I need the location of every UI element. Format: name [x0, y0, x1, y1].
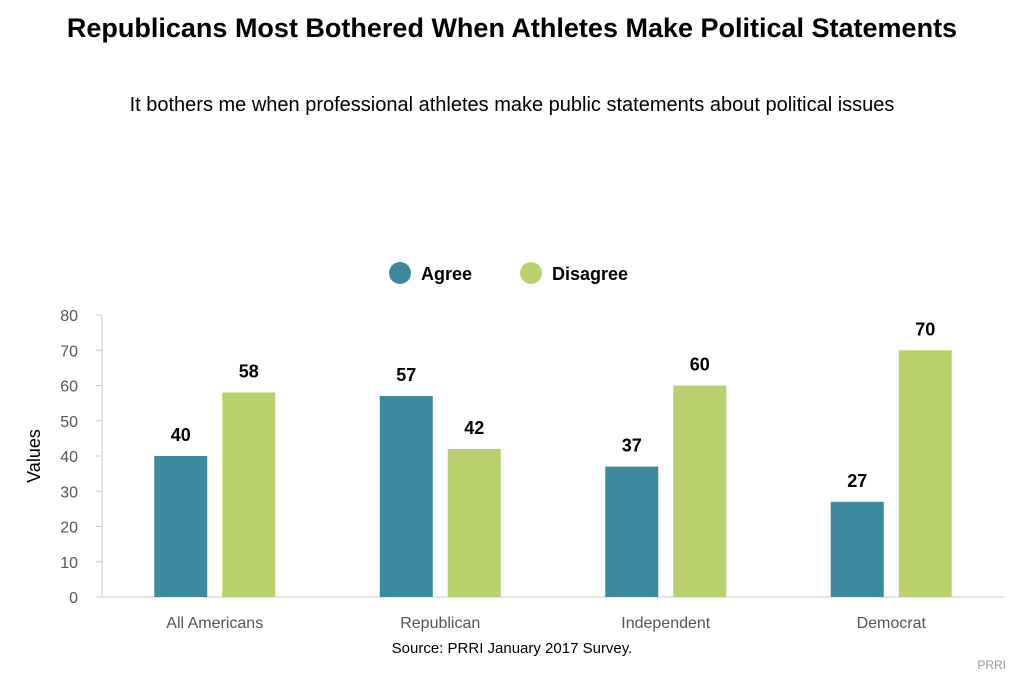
x-category-label: Independent [621, 615, 711, 632]
source-note: Source: PRRI January 2017 Survey. [391, 640, 633, 657]
bar-disagree [222, 392, 276, 597]
bar-disagree [673, 385, 727, 597]
x-category-label: Democrat [857, 615, 927, 632]
y-axis-label: Values [24, 429, 44, 483]
x-category-label: Republican [400, 615, 480, 632]
credit-label: PRRI [977, 658, 1006, 672]
legend-label: Disagree [552, 264, 628, 284]
x-category-label: All Americans [166, 615, 263, 632]
bar-agree [605, 466, 659, 597]
data-label: 58 [239, 362, 259, 382]
data-label: 60 [690, 355, 710, 375]
y-tick-label: 60 [60, 379, 78, 396]
legend-label: Agree [421, 264, 472, 284]
data-label: 70 [915, 319, 935, 339]
y-tick-label: 80 [60, 308, 78, 325]
y-tick-label: 20 [60, 520, 78, 537]
bar-disagree [898, 350, 952, 597]
bar-agree [379, 396, 433, 597]
y-tick-label: 50 [60, 414, 78, 431]
bar-disagree [447, 448, 501, 597]
legend-marker-disagree [520, 262, 542, 284]
data-label: 40 [171, 425, 191, 445]
data-label: 42 [464, 418, 484, 438]
y-tick-label: 0 [69, 590, 78, 607]
y-tick-label: 30 [60, 484, 78, 501]
data-label: 27 [847, 471, 867, 491]
chart-title: Republicans Most Bothered When Athletes … [66, 13, 958, 43]
y-tick-label: 70 [60, 343, 78, 360]
chart-subtitle: It bothers me when professional athletes… [129, 94, 895, 116]
legend-marker-agree [389, 262, 411, 284]
bar-agree [830, 501, 884, 597]
y-tick-label: 10 [60, 555, 78, 572]
y-tick-label: 40 [60, 449, 78, 466]
data-label: 37 [622, 436, 642, 456]
data-label: 57 [396, 365, 416, 385]
bar-agree [154, 456, 208, 597]
